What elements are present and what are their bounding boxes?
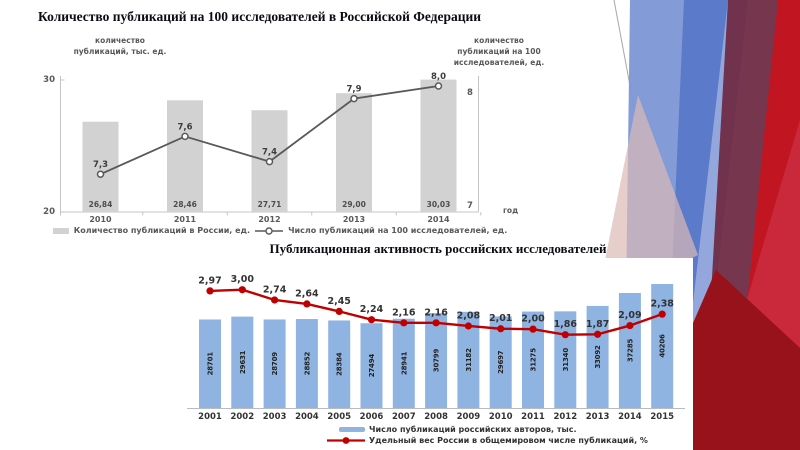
svg-text:2001: 2001 [198, 412, 222, 422]
svg-text:33092: 33092 [594, 345, 602, 369]
bottom-chart-legend: Число публикаций российских авторов, тыс… [323, 425, 648, 445]
svg-text:40206: 40206 [659, 334, 667, 358]
svg-text:2,16: 2,16 [424, 307, 448, 318]
top-chart-right-axis-label: количество публикаций на 100 исследовате… [453, 36, 545, 67]
svg-text:7,6: 7,6 [177, 122, 192, 132]
svg-text:2013: 2013 [343, 215, 365, 224]
svg-text:27494: 27494 [368, 354, 376, 378]
top-chart-panel: количество публикаций, тыс. ед. количест… [15, 30, 545, 243]
bottom-chart-plot: 28701 29631 28709 28852 28384 27494 28941 30799… [187, 274, 685, 422]
svg-text:7,4: 7,4 [262, 148, 277, 158]
top-legend-bar-label: Количество публикаций в России, ед. [73, 226, 251, 235]
svg-text:2,08: 2,08 [457, 310, 481, 321]
svg-text:2011: 2011 [521, 412, 545, 422]
svg-text:31182: 31182 [465, 348, 473, 372]
svg-text:29,00: 29,00 [342, 200, 366, 209]
svg-text:2003: 2003 [263, 412, 287, 422]
svg-text:2,16: 2,16 [392, 307, 416, 318]
top-chart-left-axis-label: количество публикаций, тыс. ед. [73, 36, 167, 56]
left-axis-tick-20: 20 [43, 207, 55, 217]
bottom-chart-panel: 28701 29631 28709 28852 28384 27494 28941 30799… [183, 258, 693, 450]
svg-text:29697: 29697 [497, 350, 505, 374]
svg-text:31275: 31275 [530, 348, 538, 372]
svg-text:3,00: 3,00 [231, 274, 255, 285]
svg-text:2,01: 2,01 [489, 313, 512, 324]
svg-text:2,45: 2,45 [327, 296, 350, 307]
svg-text:7,3: 7,3 [93, 160, 108, 170]
legend-row-bars: Число публикаций российских авторов, тыс… [323, 425, 648, 434]
svg-text:1,86: 1,86 [554, 319, 578, 330]
right-axis-tick-7: 7 [467, 201, 473, 211]
svg-text:2015: 2015 [650, 412, 674, 422]
svg-text:2014: 2014 [618, 412, 642, 422]
svg-text:2012: 2012 [258, 215, 280, 224]
top-chart-title: Количество публикаций на 100 исследовате… [38, 9, 482, 24]
blue-bar-swatch-icon [339, 427, 365, 432]
svg-text:28852: 28852 [303, 352, 311, 376]
svg-text:2011: 2011 [174, 215, 197, 224]
x-axis-label-god: год [503, 206, 519, 215]
svg-text:28701: 28701 [207, 352, 215, 376]
svg-text:2,97: 2,97 [198, 275, 221, 286]
left-axis-tick-30: 30 [43, 75, 55, 85]
right-axis-tick-8: 8 [467, 88, 473, 98]
svg-text:2,00: 2,00 [521, 314, 545, 325]
svg-text:2002: 2002 [230, 412, 254, 422]
svg-text:31340: 31340 [562, 348, 570, 372]
svg-text:8,0: 8,0 [431, 72, 446, 82]
svg-text:28384: 28384 [336, 352, 344, 376]
svg-text:37285: 37285 [626, 339, 634, 363]
svg-text:28709: 28709 [271, 352, 279, 376]
svg-text:26,84: 26,84 [89, 200, 113, 209]
top-legend-line-label: Число публикаций на 100 исследователей, … [288, 226, 508, 235]
svg-text:30,03: 30,03 [427, 200, 451, 209]
bottom-chart-title: Публикационная активность российских исс… [269, 241, 607, 256]
svg-text:2005: 2005 [327, 412, 351, 422]
top-chart-legend: Количество публикаций в России, ед. Числ… [15, 226, 545, 235]
hollow-circle-line-swatch-icon [255, 226, 284, 235]
svg-text:2004: 2004 [295, 412, 319, 422]
svg-text:2006: 2006 [360, 412, 384, 422]
svg-text:2,64: 2,64 [295, 288, 319, 299]
bottom-legend-bar-label: Число публикаций российских авторов, тыс… [369, 425, 577, 434]
svg-text:2009: 2009 [457, 412, 481, 422]
svg-text:2010: 2010 [89, 215, 112, 224]
legend-row-line: Удельный вес России в общемировом числе … [323, 436, 648, 445]
svg-text:28,46: 28,46 [173, 200, 197, 209]
svg-text:2012: 2012 [553, 412, 577, 422]
gray-bar-swatch-icon [52, 227, 69, 234]
svg-text:2007: 2007 [392, 412, 416, 422]
svg-text:28941: 28941 [400, 351, 408, 375]
svg-text:2010: 2010 [489, 412, 513, 422]
svg-text:7,9: 7,9 [346, 85, 361, 95]
svg-text:1,87: 1,87 [586, 319, 609, 330]
svg-text:2,38: 2,38 [650, 299, 674, 310]
red-line-marker-swatch-icon [327, 437, 365, 444]
bottom-legend-line-label: Удельный вес России в общемировом числе … [369, 436, 648, 445]
svg-text:2014: 2014 [427, 215, 450, 224]
top-chart-plot: 26,84 28,46 27,71 29,00 30,03 7,3 7,6 7,4 7,9 8,0… [60, 72, 482, 224]
svg-text:30799: 30799 [433, 349, 441, 373]
svg-text:29631: 29631 [239, 350, 247, 374]
svg-text:2,74: 2,74 [263, 284, 287, 295]
svg-text:2008: 2008 [424, 412, 448, 422]
svg-text:2013: 2013 [586, 412, 610, 422]
svg-text:2,24: 2,24 [360, 304, 384, 315]
svg-text:27,71: 27,71 [258, 200, 282, 209]
svg-text:2,09: 2,09 [618, 310, 641, 321]
